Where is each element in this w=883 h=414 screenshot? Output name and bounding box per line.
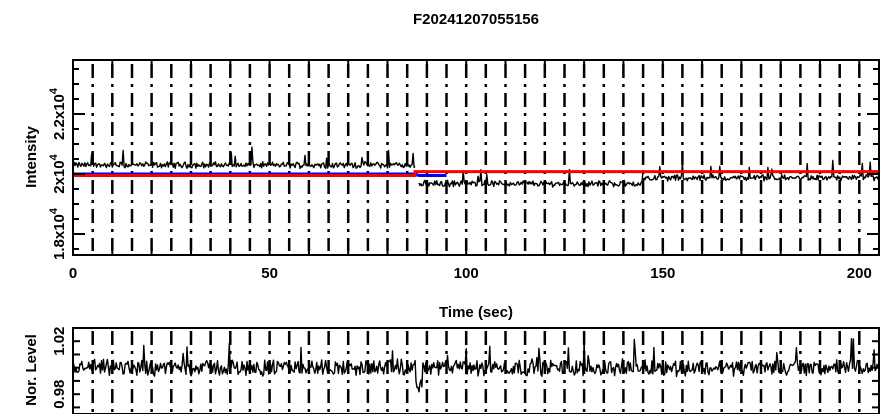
- p1-x-axis-label: Time (sec): [439, 304, 513, 321]
- y-tick-label: 1.8x104: [48, 207, 68, 260]
- y-tick-label: 2x104: [48, 153, 68, 193]
- p1-ticks: [72, 60, 879, 255]
- p2-frame: [72, 327, 880, 414]
- red-fit-line: [73, 170, 879, 177]
- chart-title: F20241207055156: [413, 11, 539, 28]
- p2-series: [72, 338, 880, 393]
- p1-y-axis-label: Intensity: [23, 126, 40, 188]
- p2-y-axis-label: Nor. Level: [23, 334, 40, 406]
- residual-panel: 0.98 1.02 Nor. Level: [23, 327, 880, 414]
- intensity-trace: [642, 159, 880, 182]
- p1-grid: [91, 64, 861, 251]
- p2-y-tick-labels: 0.98 1.02: [51, 327, 68, 409]
- x-tick-label: 150: [650, 265, 675, 282]
- y-tick-label: 0.98: [51, 380, 68, 409]
- p1-x-tick-labels: 0 50 100 150 200: [69, 265, 872, 282]
- p1-series: [72, 146, 880, 188]
- x-tick-label: 100: [454, 265, 479, 282]
- x-tick-label: 200: [847, 265, 872, 282]
- y-tick-exponent: 4: [48, 153, 60, 160]
- normalized-trace: [72, 338, 880, 393]
- y-tick-mantissa: 1.8x10: [51, 214, 68, 260]
- p1-frame: [72, 59, 880, 256]
- y-tick-mantissa: 2x10: [51, 160, 68, 193]
- p2-ticks: [73, 327, 879, 409]
- x-tick-label: 0: [69, 265, 77, 282]
- x-tick-label: 50: [261, 265, 278, 282]
- y-tick-label: 1.02: [51, 327, 68, 356]
- intensity-trace: [418, 168, 644, 188]
- y-tick-mantissa: 2.2x10: [51, 94, 68, 140]
- p2-grid: [91, 331, 861, 414]
- intensity-trace: [72, 146, 416, 170]
- y-tick-label: 2.2x104: [48, 87, 68, 140]
- y-tick-exponent: 4: [48, 207, 60, 214]
- y-tick-exponent: 4: [48, 87, 60, 94]
